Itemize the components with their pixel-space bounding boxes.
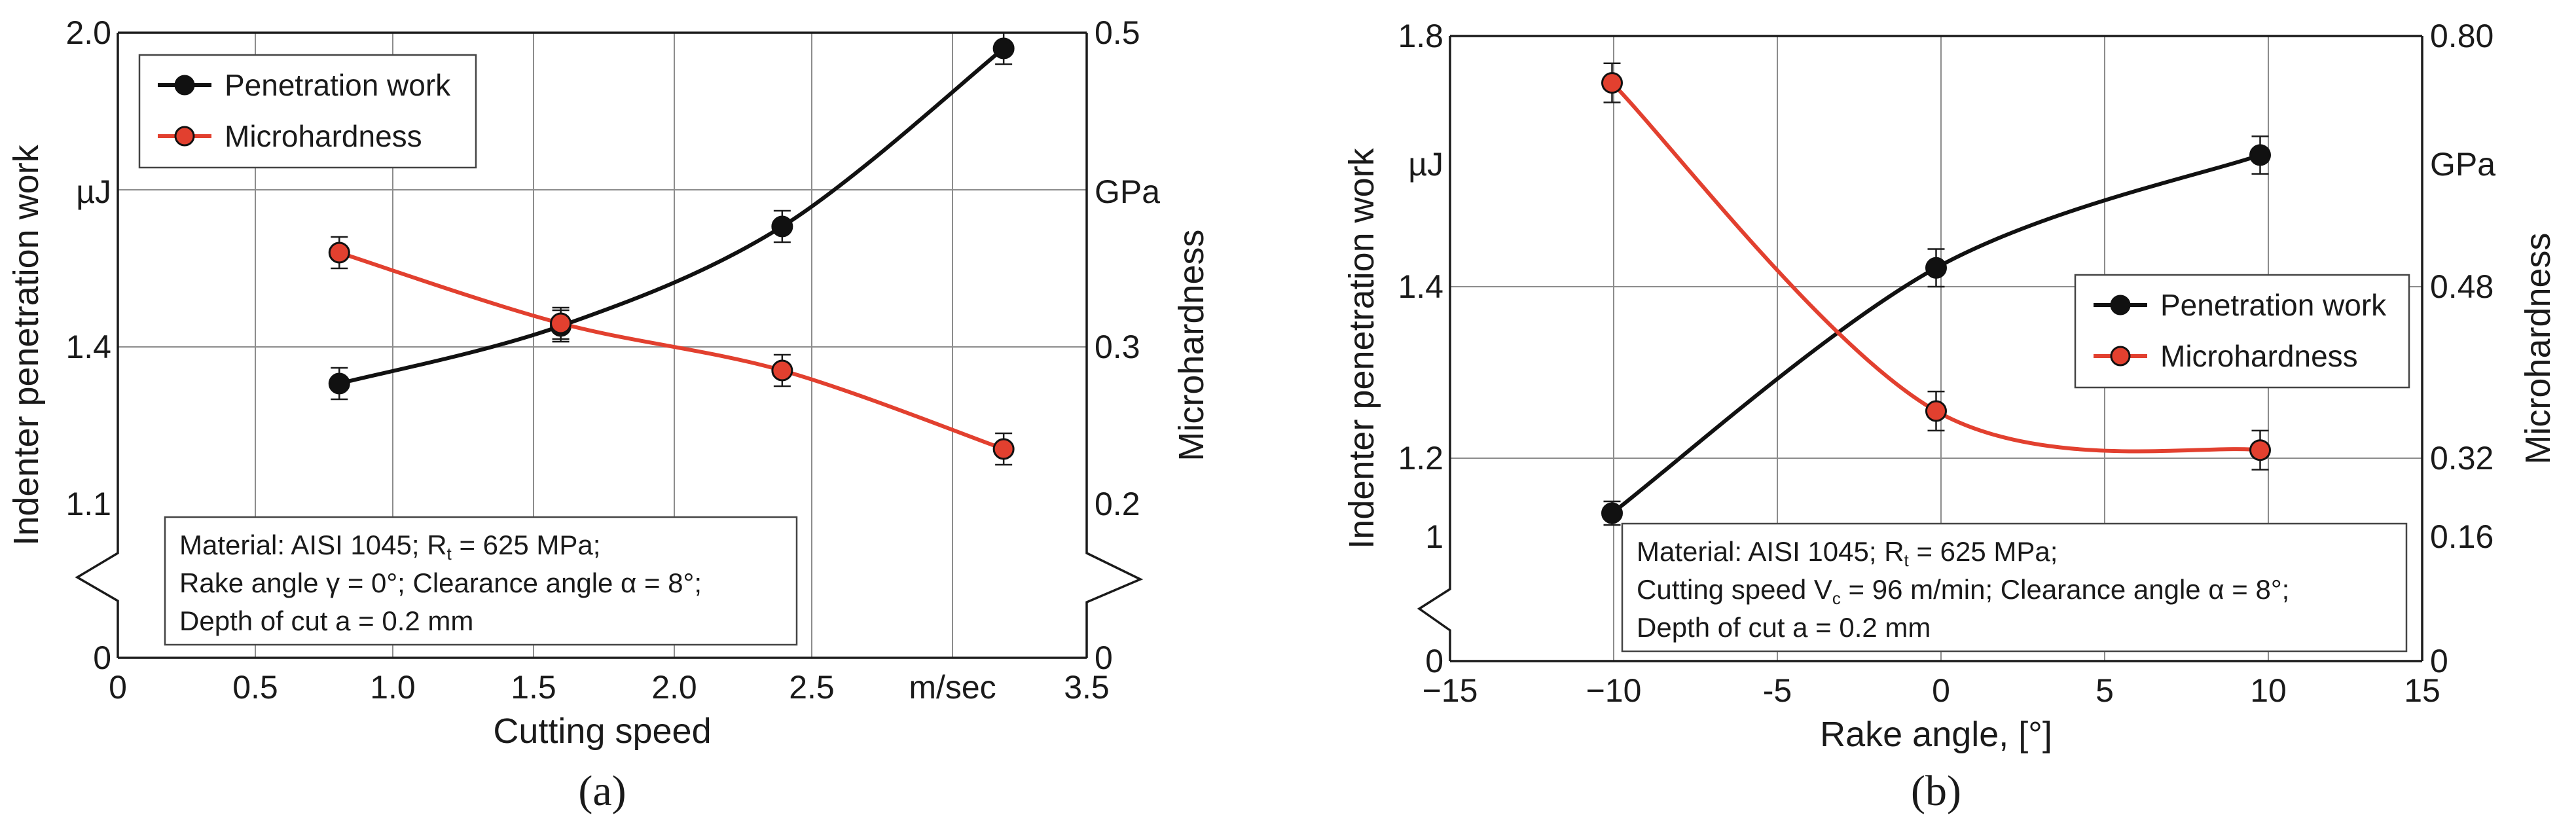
y-right-unit: GPa [2430, 146, 2495, 183]
y-right-tick-label: 0.2 [1095, 486, 1140, 522]
x-axis-title: Cutting speed [493, 711, 711, 751]
legend-box [138, 54, 477, 169]
data-point [2249, 144, 2271, 166]
annotation-line-1: Material: AISI 1045; Rt = 625 MPa; [1637, 536, 2058, 570]
y-left-axis-title: Indenter penetration work [7, 144, 46, 545]
legend-box [2074, 274, 2410, 389]
legend-marker [2110, 295, 2131, 315]
y-left-tick-label: 1.1 [65, 486, 111, 522]
x-axis-title: Rake angle, [°] [1820, 715, 2052, 754]
panel-a: 0 0.5 1.0 1.5 2.0 2.5 3.5 m/sec 0 1.1 1.4 2.0 0 0.2 0.… [7, 14, 1211, 815]
annotation-box [164, 516, 798, 646]
x-unit-label: m/sec [909, 669, 996, 706]
data-point [328, 242, 350, 264]
legend-label: Penetration work [2160, 288, 2387, 322]
annotation-text: = 96 m/min; Clearance angle α = 8°; [1841, 574, 2289, 605]
annotation-line-1: Material: AISI 1045; Rt = 625 MPa; [179, 530, 600, 564]
data-point [550, 312, 572, 334]
legend-marker [174, 75, 195, 96]
annotation-line-2: Rake angle γ = 0°; Clearance angle α = 8… [179, 567, 702, 598]
x-tick-label: −10 [1586, 672, 1642, 709]
y-left-tick-label: 1.8 [1398, 18, 1443, 54]
data-point [1601, 72, 1623, 94]
legend-label: Microhardness [2160, 339, 2358, 373]
y-right-tick-label: 0.3 [1095, 329, 1140, 365]
data-point [771, 215, 793, 238]
y-right-tick-label: 0 [1095, 639, 1113, 676]
data-point [1601, 502, 1623, 524]
y-left-tick-label: 1.4 [65, 329, 111, 365]
y-left-unit: µJ [76, 173, 111, 210]
x-tick-label: 3.5 [1064, 669, 1110, 706]
x-tick-label: 1.0 [370, 669, 416, 706]
data-point [1925, 257, 1947, 279]
y-right-axis-title: Microhardness [1172, 229, 1211, 461]
x-tick-label: 0 [1932, 672, 1950, 709]
series-line-microhardness [1610, 81, 2260, 454]
y-right-axis-title: Microhardness [2518, 232, 2558, 464]
data-point [1925, 400, 1947, 422]
data-point [771, 359, 793, 382]
y-left-tick-label: 0 [93, 639, 111, 676]
annotation-line-2: Cutting speed Vc = 96 m/min; Clearance a… [1637, 574, 2289, 608]
annotation-text: = 625 MPa; [452, 530, 601, 560]
annotation-text: Material: AISI 1045; R [179, 530, 447, 560]
x-tick-label: 1.5 [511, 669, 556, 706]
subscript: t [447, 544, 452, 564]
legend-label: Microhardness [225, 119, 422, 153]
annotation-text: Cutting speed V [1637, 574, 1832, 605]
y-left-tick-label: 1.2 [1398, 440, 1443, 477]
y-right-tick-label: 0 [2430, 643, 2448, 679]
y-left-unit: µJ [1408, 146, 1443, 183]
y-left-tick-label: 0 [1425, 643, 1443, 679]
x-tick-label: −15 [1423, 672, 1478, 709]
data-point [328, 372, 350, 395]
panel-label: (b) [1911, 767, 1961, 815]
left-axis-with-break [1417, 36, 1451, 661]
legend-label: Penetration work [225, 68, 451, 102]
data-point [992, 37, 1015, 60]
data-point [992, 438, 1015, 460]
y-left-axis-title: Indenter penetration work [1342, 147, 1381, 549]
y-right-tick-label: 0.48 [2430, 268, 2494, 305]
y-right-tick-label: 0.5 [1095, 14, 1140, 51]
x-tick-label: 10 [2250, 672, 2287, 709]
panel-b: −15 −10 -5 0 5 10 15011.21.41.800.160.320.480.… [1342, 18, 2558, 815]
x-tick-label: 0 [109, 669, 127, 706]
y-right-tick-label: 0.80 [2430, 18, 2494, 54]
y-right-tick-label: 0.16 [2430, 518, 2494, 555]
data-point [2249, 439, 2271, 461]
x-tick-label: 15 [2404, 672, 2440, 709]
x-tick-label: 2.5 [789, 669, 835, 706]
y-right-tick-label: 0.32 [2430, 440, 2494, 477]
annotation-text: Material: AISI 1045; R [1637, 536, 1904, 567]
annotation-line-3: Depth of cut a = 0.2 mm [179, 605, 473, 636]
right-axis-with-break [1085, 33, 1144, 658]
annotation-box [1621, 522, 2408, 653]
x-tick-label: 2.0 [651, 669, 697, 706]
y-right-unit: GPa [1095, 173, 1160, 210]
y-left-tick-label: 1.4 [1398, 268, 1443, 305]
series-line-penetration-work [338, 46, 1006, 386]
legend-marker [174, 126, 195, 147]
annotation-text: = 625 MPa; [1909, 536, 2058, 567]
subscript: t [1904, 550, 1910, 570]
y-left-tick-label: 1 [1425, 518, 1443, 555]
x-tick-label: 0.5 [232, 669, 278, 706]
x-tick-label: 5 [2095, 672, 2114, 709]
panel-label: (a) [578, 767, 626, 815]
x-tick-label: -5 [1763, 672, 1792, 709]
series-line-microhardness [338, 251, 1005, 451]
subscript: c [1832, 588, 1841, 608]
legend-marker [2110, 346, 2131, 367]
annotation-line-3: Depth of cut a = 0.2 mm [1637, 612, 1931, 643]
y-left-tick-label: 2.0 [65, 14, 111, 51]
left-axis-with-break [75, 33, 119, 658]
